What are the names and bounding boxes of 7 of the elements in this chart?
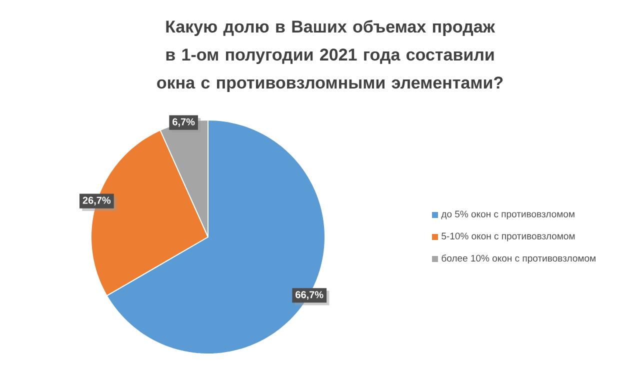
data-label: 66,7% [296,291,324,300]
chart-title: Какую долю в Ваших объемах продаж в 1-ом полугодии 2021 года составили окна с противовзломными элементами? [157,20,503,92]
data-label: 6,7% [172,118,195,127]
legend-label: более 10% окон с противовзломом [442,254,596,264]
legend-label: 5-10% окон с противовзломом [442,232,575,242]
data-label: 26,7% [82,196,111,206]
legend-label: до 5% окон с противовзломом [441,210,574,220]
